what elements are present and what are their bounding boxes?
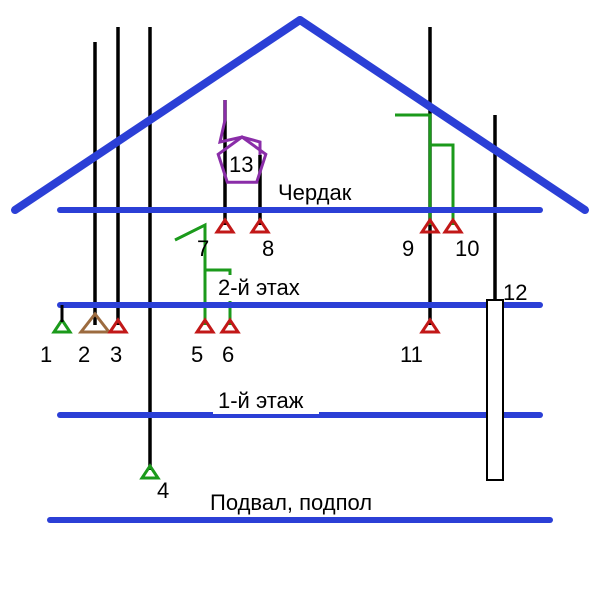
- marker-8-label: 8: [262, 236, 274, 261]
- marker-7-label: 7: [197, 236, 209, 261]
- floor-label-attic: Чердак: [278, 180, 352, 205]
- floor-label-basement: Подвал, подпол: [210, 490, 372, 515]
- floor-label-floor1: 1-й этаж: [218, 388, 304, 413]
- marker-1-label: 1: [40, 342, 52, 367]
- marker-4-label: 4: [157, 478, 169, 503]
- floor-label-floor2: 2-й этах: [218, 275, 300, 300]
- ventilation-diagram: Чердак2-й этах1-й этажПодвал, подпол1234…: [0, 0, 600, 600]
- supply-pipe-12: [487, 300, 503, 480]
- marker-10-label: 10: [455, 236, 479, 261]
- marker-9-label: 9: [402, 236, 414, 261]
- marker-3-label: 3: [110, 342, 122, 367]
- marker-11-label: 11: [400, 342, 423, 367]
- marker-13-label: 13: [229, 152, 253, 177]
- marker-2-label: 2: [78, 342, 90, 367]
- marker-12-label: 12: [503, 280, 527, 305]
- marker-6-label: 6: [222, 342, 234, 367]
- marker-5-label: 5: [191, 342, 203, 367]
